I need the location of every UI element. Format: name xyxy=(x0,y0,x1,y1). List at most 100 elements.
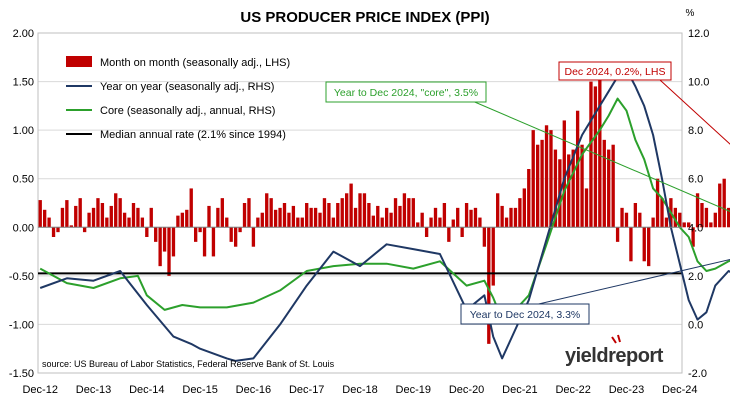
annotation-core-box xyxy=(325,81,487,103)
mom-bar xyxy=(460,227,464,237)
mom-bar xyxy=(82,227,87,233)
mom-bar xyxy=(398,205,402,228)
mom-bar xyxy=(327,203,331,228)
mom-bar xyxy=(225,217,229,228)
mom-bar xyxy=(580,144,584,228)
annotation-core-text: Year to Dec 2024, "core", 3.5% xyxy=(334,87,478,99)
year-on-year-line xyxy=(39,68,730,362)
mom-bar xyxy=(562,120,566,228)
mom-bar xyxy=(322,198,327,228)
logo-accent-mark xyxy=(617,334,621,343)
mom-bar xyxy=(682,222,686,228)
mom-bar xyxy=(171,227,176,257)
mom-bar xyxy=(114,193,118,228)
mom-bar xyxy=(464,203,469,228)
chart-title: US PRODUCER PRICE INDEX (PPI) xyxy=(240,9,489,26)
mom-bar xyxy=(371,215,375,228)
mom-bar xyxy=(154,227,158,242)
mom-bar xyxy=(42,209,47,228)
mom-bar xyxy=(313,207,318,228)
mom-bar xyxy=(384,207,389,228)
axis-layer: 2.00 12.0 1.50 10.0 1.00 8.0 0.50 6.0 0.00 4.0 -0.… xyxy=(9,28,710,396)
mom-bar xyxy=(438,217,442,228)
mom-bar xyxy=(74,205,78,228)
mom-bar xyxy=(47,217,51,228)
mom-bar xyxy=(518,198,522,228)
mom-bar xyxy=(362,193,367,228)
mom-bar xyxy=(185,209,189,228)
mom-bar xyxy=(411,198,415,228)
annotation-yoy-box xyxy=(460,303,590,325)
mom-bar xyxy=(358,193,362,228)
left-axis-tick-label: 0.00 xyxy=(13,222,34,234)
mom-bar xyxy=(673,207,678,228)
mom-bar xyxy=(496,193,500,228)
x-axis-tick-label: Dec-23 xyxy=(609,384,644,396)
right-axis-tick-label: 10.0 xyxy=(688,77,709,89)
mom-bar xyxy=(433,207,438,228)
right-axis-tick-label: 2.0 xyxy=(688,271,703,283)
annotation-yoy-text: Year to Dec 2024, 3.3% xyxy=(470,309,581,321)
left-axis-tick-label: -1.50 xyxy=(9,368,34,380)
right-axis-tick-label: -2.0 xyxy=(688,368,707,380)
mom-bar xyxy=(504,217,509,228)
x-axis-tick-label: Dec-18 xyxy=(342,384,377,396)
mom-bar xyxy=(180,212,185,228)
x-axis-tick-label: Dec-15 xyxy=(182,384,217,396)
mom-bar xyxy=(638,212,642,228)
mom-bar xyxy=(473,207,478,228)
mom-bar xyxy=(540,139,544,228)
mom-bar xyxy=(376,205,380,228)
annotation-mom-leader xyxy=(659,79,730,145)
mom-bar xyxy=(194,227,198,242)
x-axis-tick-label: Dec-14 xyxy=(129,384,164,396)
mom-bar xyxy=(678,212,682,228)
mom-bar xyxy=(233,227,238,247)
mom-bar xyxy=(615,227,620,242)
mom-bar xyxy=(198,227,202,233)
mom-bar xyxy=(429,217,433,228)
mom-bar xyxy=(189,188,193,228)
mom-bar xyxy=(651,217,655,228)
mom-bar xyxy=(140,217,145,228)
mom-bar xyxy=(136,207,140,228)
mom-bar xyxy=(469,209,473,228)
mom-bar xyxy=(527,169,531,228)
mom-bar xyxy=(207,205,211,228)
left-axis-tick-label: 0.50 xyxy=(13,174,34,186)
mom-bar xyxy=(389,212,393,228)
bars-layer xyxy=(38,67,730,344)
x-axis-tick-label: Dec-16 xyxy=(236,384,271,396)
mom-bar xyxy=(700,203,704,228)
mom-bar xyxy=(256,217,260,228)
mom-bar xyxy=(633,203,638,228)
mom-bar xyxy=(611,144,615,228)
mom-bar xyxy=(407,198,411,228)
mom-bar xyxy=(38,200,42,228)
mom-bar xyxy=(718,183,722,228)
x-axis-tick-label: Dec-20 xyxy=(449,384,484,396)
mom-bar xyxy=(100,203,105,228)
mom-bar xyxy=(509,207,513,228)
annotations: Year to Dec 2024, "core", 3.5% Dec 2024, … xyxy=(325,61,730,325)
x-axis-tick-label: Dec-17 xyxy=(289,384,324,396)
mom-bar xyxy=(278,207,282,228)
mom-bar xyxy=(393,198,398,228)
left-axis-tick-label: -1.00 xyxy=(9,319,34,331)
mom-bar xyxy=(602,139,606,228)
right-axis-tick-label: 12.0 xyxy=(688,28,709,40)
mom-bar xyxy=(122,212,127,228)
mom-bar xyxy=(167,227,171,276)
mom-bar xyxy=(96,198,100,228)
mom-bar xyxy=(211,227,216,257)
mom-bar xyxy=(571,149,575,228)
mom-bar xyxy=(336,203,340,228)
mom-bar xyxy=(513,207,518,228)
mom-bar xyxy=(589,81,593,228)
logo-text: yieldreport xyxy=(565,345,664,367)
mom-bar xyxy=(584,188,589,228)
mom-bar xyxy=(491,227,495,286)
legend: Month on month (seasonally adj., LHS) Yea… xyxy=(66,56,290,141)
x-axis-tick-label: Dec-12 xyxy=(22,384,57,396)
